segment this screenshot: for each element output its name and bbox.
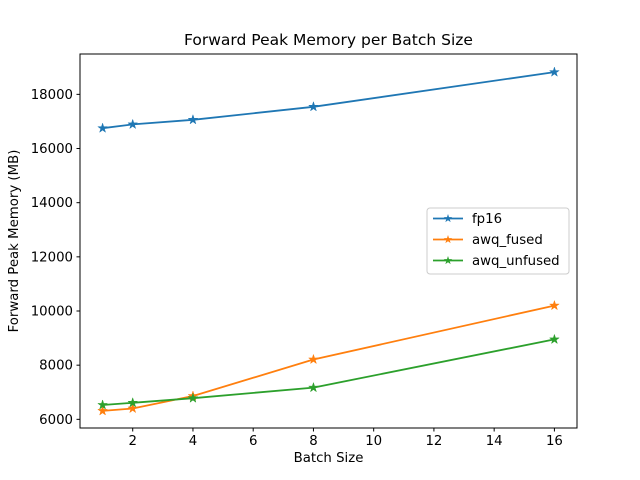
series-line-fp16: [101, 71, 556, 130]
marker-fp16-x16: [548, 66, 560, 77]
x-tick-label-2: 2: [128, 434, 136, 449]
marker-awq_fused-x8: [307, 353, 319, 365]
legend-marker-awq_unfused: [443, 256, 453, 265]
y-tick-label-12000: 12000: [31, 250, 73, 265]
axes-frame: [79, 53, 578, 429]
legend-label-fp16: fp16: [472, 212, 502, 227]
series-line-awq_fused: [101, 304, 556, 412]
marker-awq_unfused-x4: [187, 392, 199, 403]
legend-label-awq_unfused: awq_unfused: [472, 254, 560, 269]
marker-fp16-x2: [127, 118, 139, 130]
series-line-awq_unfused: [101, 338, 556, 406]
marker-awq_unfused-x1: [97, 399, 109, 410]
legend-box: [426, 207, 570, 275]
marker-fp16-x1: [97, 122, 109, 133]
y-tick-label-6000: 6000: [39, 413, 73, 428]
x-tick-label-6: 6: [249, 434, 257, 449]
marker-awq_fused-x16: [548, 299, 560, 311]
marker-fp16-x8: [307, 101, 319, 112]
legend-marker-fp16: [443, 214, 453, 223]
chart-title: Forward Peak Memory per Batch Size: [184, 31, 473, 49]
x-tick-label-14: 14: [486, 434, 503, 449]
marker-awq_unfused-x16: [548, 333, 560, 345]
y-tick-label-8000: 8000: [39, 359, 73, 374]
y-tick-label-18000: 18000: [31, 88, 73, 103]
legend: fp16 awq_fused awq_unfused: [426, 207, 570, 275]
x-tick-label-8: 8: [309, 434, 317, 449]
marker-awq_unfused-x2: [127, 396, 139, 408]
legend-item-awq_unfused: awq_unfused: [433, 254, 560, 269]
marker-awq_unfused-x8: [307, 381, 319, 393]
marker-awq_fused-x2: [127, 402, 139, 414]
x-axis-label: Batch Size: [293, 451, 364, 466]
x-tick-label-10: 10: [365, 434, 382, 449]
legend-item-fp16: fp16: [433, 212, 502, 227]
x-tick-label-4: 4: [189, 434, 197, 449]
legend-marker-awq_fused: [443, 235, 453, 244]
marker-fp16-x4: [187, 114, 199, 125]
legend-item-awq_fused: awq_fused: [433, 233, 543, 248]
marker-awq_fused-x1: [97, 405, 109, 416]
legend-label-awq_fused: awq_fused: [472, 233, 543, 248]
x-tick-label-16: 16: [546, 434, 563, 449]
y-tick-label-14000: 14000: [31, 196, 73, 211]
x-tick-label-12: 12: [425, 434, 442, 449]
y-tick-label-10000: 10000: [31, 305, 73, 320]
y-tick-label-16000: 16000: [31, 142, 73, 157]
